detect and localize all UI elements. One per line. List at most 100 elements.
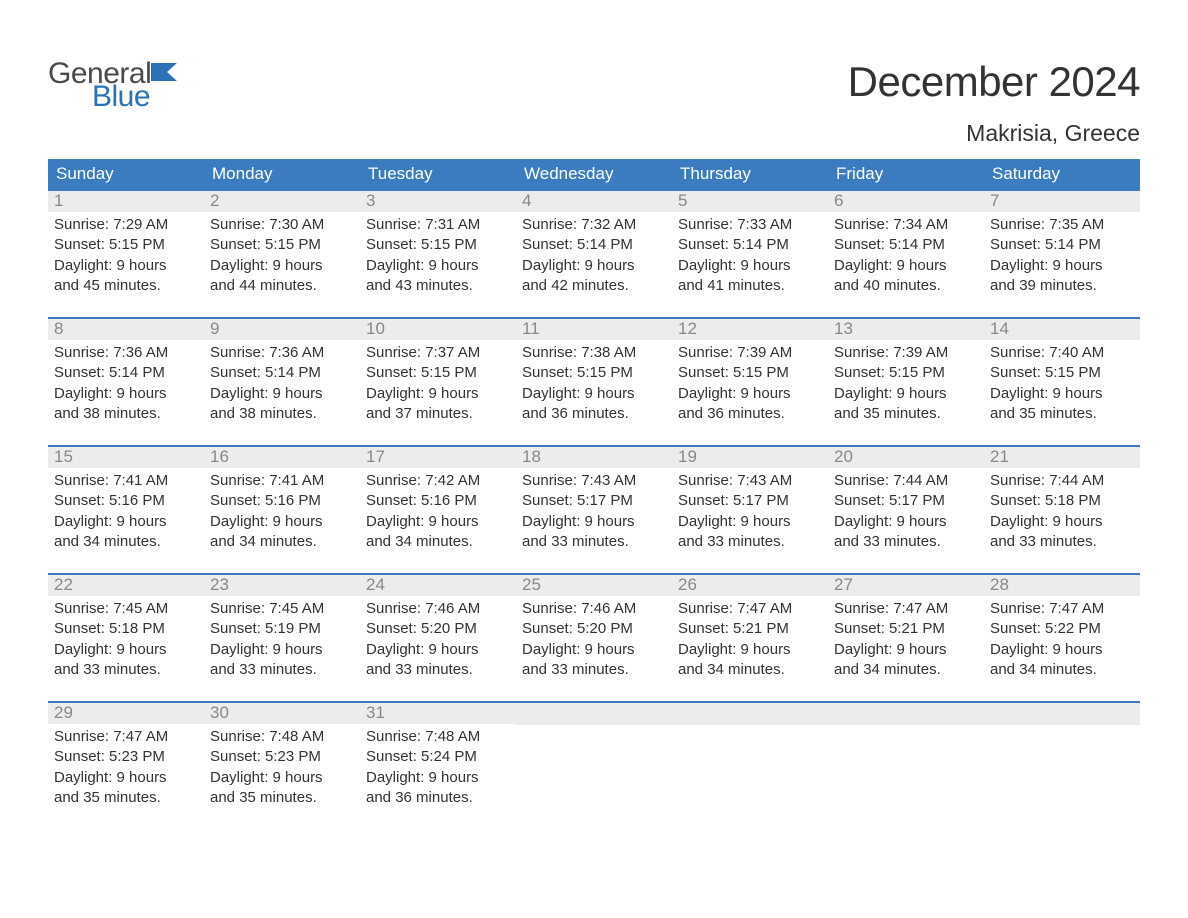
calendar-cell: 26Sunrise: 7:47 AMSunset: 5:21 PMDayligh… [672, 574, 828, 702]
calendar-cell [984, 702, 1140, 830]
day-sunrise-line: Sunrise: 7:47 AM [678, 599, 822, 619]
day-details: Sunrise: 7:43 AMSunset: 5:17 PMDaylight:… [672, 468, 828, 556]
calendar-cell: 15Sunrise: 7:41 AMSunset: 5:16 PMDayligh… [48, 446, 204, 574]
day-dl2-line: and 36 minutes. [366, 788, 510, 808]
day-dl2-line: and 33 minutes. [522, 532, 666, 552]
day-sunset-line: Sunset: 5:15 PM [366, 235, 510, 255]
day-number: 25 [516, 575, 672, 596]
calendar-week-row: 22Sunrise: 7:45 AMSunset: 5:18 PMDayligh… [48, 574, 1140, 702]
day-dl1-line: Daylight: 9 hours [210, 256, 354, 276]
day-dl1-line: Daylight: 9 hours [210, 768, 354, 788]
day-number: 15 [48, 447, 204, 468]
day-details: Sunrise: 7:45 AMSunset: 5:19 PMDaylight:… [204, 596, 360, 684]
day-sunrise-line: Sunrise: 7:36 AM [54, 343, 198, 363]
day-sunrise-line: Sunrise: 7:32 AM [522, 215, 666, 235]
day-dl2-line: and 34 minutes. [210, 532, 354, 552]
day-sunrise-line: Sunrise: 7:41 AM [54, 471, 198, 491]
calendar-cell: 2Sunrise: 7:30 AMSunset: 5:15 PMDaylight… [204, 190, 360, 318]
day-dl2-line: and 41 minutes. [678, 276, 822, 296]
day-sunset-line: Sunset: 5:17 PM [834, 491, 978, 511]
day-sunrise-line: Sunrise: 7:47 AM [990, 599, 1134, 619]
day-dl2-line: and 36 minutes. [678, 404, 822, 424]
logo: General Blue [48, 20, 185, 111]
day-dl1-line: Daylight: 9 hours [990, 640, 1134, 660]
day-dl2-line: and 45 minutes. [54, 276, 198, 296]
day-details: Sunrise: 7:46 AMSunset: 5:20 PMDaylight:… [516, 596, 672, 684]
calendar-cell: 6Sunrise: 7:34 AMSunset: 5:14 PMDaylight… [828, 190, 984, 318]
day-sunrise-line: Sunrise: 7:30 AM [210, 215, 354, 235]
calendar-cell: 9Sunrise: 7:36 AMSunset: 5:14 PMDaylight… [204, 318, 360, 446]
day-dl2-line: and 39 minutes. [990, 276, 1134, 296]
day-dl1-line: Daylight: 9 hours [210, 512, 354, 532]
day-dl1-line: Daylight: 9 hours [678, 640, 822, 660]
logo-text-block: General Blue [48, 60, 185, 111]
day-sunset-line: Sunset: 5:18 PM [54, 619, 198, 639]
day-sunset-line: Sunset: 5:22 PM [990, 619, 1134, 639]
day-sunrise-line: Sunrise: 7:48 AM [210, 727, 354, 747]
day-sunset-line: Sunset: 5:14 PM [990, 235, 1134, 255]
day-details: Sunrise: 7:41 AMSunset: 5:16 PMDaylight:… [204, 468, 360, 556]
day-number: 30 [204, 703, 360, 724]
day-number: 7 [984, 191, 1140, 212]
calendar-cell: 20Sunrise: 7:44 AMSunset: 5:17 PMDayligh… [828, 446, 984, 574]
day-number: 12 [672, 319, 828, 340]
day-number: 4 [516, 191, 672, 212]
day-header: Wednesday [516, 159, 672, 190]
day-dl1-line: Daylight: 9 hours [834, 640, 978, 660]
day-sunset-line: Sunset: 5:21 PM [678, 619, 822, 639]
day-details: Sunrise: 7:32 AMSunset: 5:14 PMDaylight:… [516, 212, 672, 300]
calendar-cell: 12Sunrise: 7:39 AMSunset: 5:15 PMDayligh… [672, 318, 828, 446]
day-sunrise-line: Sunrise: 7:42 AM [366, 471, 510, 491]
day-dl1-line: Daylight: 9 hours [990, 512, 1134, 532]
day-dl1-line: Daylight: 9 hours [366, 384, 510, 404]
day-sunset-line: Sunset: 5:15 PM [366, 363, 510, 383]
day-sunset-line: Sunset: 5:18 PM [990, 491, 1134, 511]
day-number: 28 [984, 575, 1140, 596]
day-sunrise-line: Sunrise: 7:44 AM [990, 471, 1134, 491]
day-header: Thursday [672, 159, 828, 190]
day-details: Sunrise: 7:40 AMSunset: 5:15 PMDaylight:… [984, 340, 1140, 428]
day-dl2-line: and 34 minutes. [54, 532, 198, 552]
calendar-cell: 5Sunrise: 7:33 AMSunset: 5:14 PMDaylight… [672, 190, 828, 318]
day-header: Monday [204, 159, 360, 190]
day-sunrise-line: Sunrise: 7:33 AM [678, 215, 822, 235]
day-dl2-line: and 35 minutes. [834, 404, 978, 424]
day-sunrise-line: Sunrise: 7:39 AM [678, 343, 822, 363]
day-dl2-line: and 44 minutes. [210, 276, 354, 296]
day-sunrise-line: Sunrise: 7:29 AM [54, 215, 198, 235]
day-dl1-line: Daylight: 9 hours [834, 384, 978, 404]
day-sunset-line: Sunset: 5:14 PM [54, 363, 198, 383]
day-number: 1 [48, 191, 204, 212]
calendar-cell: 29Sunrise: 7:47 AMSunset: 5:23 PMDayligh… [48, 702, 204, 830]
day-sunrise-line: Sunrise: 7:40 AM [990, 343, 1134, 363]
day-sunrise-line: Sunrise: 7:37 AM [366, 343, 510, 363]
calendar-cell: 18Sunrise: 7:43 AMSunset: 5:17 PMDayligh… [516, 446, 672, 574]
day-number: 23 [204, 575, 360, 596]
day-number: 9 [204, 319, 360, 340]
day-dl2-line: and 35 minutes. [54, 788, 198, 808]
calendar-cell: 3Sunrise: 7:31 AMSunset: 5:15 PMDaylight… [360, 190, 516, 318]
calendar-week-row: 1Sunrise: 7:29 AMSunset: 5:15 PMDaylight… [48, 190, 1140, 318]
day-details: Sunrise: 7:33 AMSunset: 5:14 PMDaylight:… [672, 212, 828, 300]
day-details: Sunrise: 7:47 AMSunset: 5:22 PMDaylight:… [984, 596, 1140, 684]
day-sunset-line: Sunset: 5:15 PM [210, 235, 354, 255]
day-sunrise-line: Sunrise: 7:45 AM [54, 599, 198, 619]
day-dl2-line: and 37 minutes. [366, 404, 510, 424]
day-sunrise-line: Sunrise: 7:44 AM [834, 471, 978, 491]
day-header: Friday [828, 159, 984, 190]
day-dl1-line: Daylight: 9 hours [678, 512, 822, 532]
day-number: 22 [48, 575, 204, 596]
day-sunrise-line: Sunrise: 7:41 AM [210, 471, 354, 491]
calendar-week-row: 8Sunrise: 7:36 AMSunset: 5:14 PMDaylight… [48, 318, 1140, 446]
day-sunset-line: Sunset: 5:17 PM [678, 491, 822, 511]
day-sunset-line: Sunset: 5:16 PM [210, 491, 354, 511]
day-details: Sunrise: 7:45 AMSunset: 5:18 PMDaylight:… [48, 596, 204, 684]
day-details: Sunrise: 7:39 AMSunset: 5:15 PMDaylight:… [672, 340, 828, 428]
day-sunset-line: Sunset: 5:21 PM [834, 619, 978, 639]
day-header: Saturday [984, 159, 1140, 190]
day-number: 19 [672, 447, 828, 468]
day-sunset-line: Sunset: 5:14 PM [210, 363, 354, 383]
day-dl1-line: Daylight: 9 hours [990, 256, 1134, 276]
day-details: Sunrise: 7:37 AMSunset: 5:15 PMDaylight:… [360, 340, 516, 428]
day-number: 17 [360, 447, 516, 468]
